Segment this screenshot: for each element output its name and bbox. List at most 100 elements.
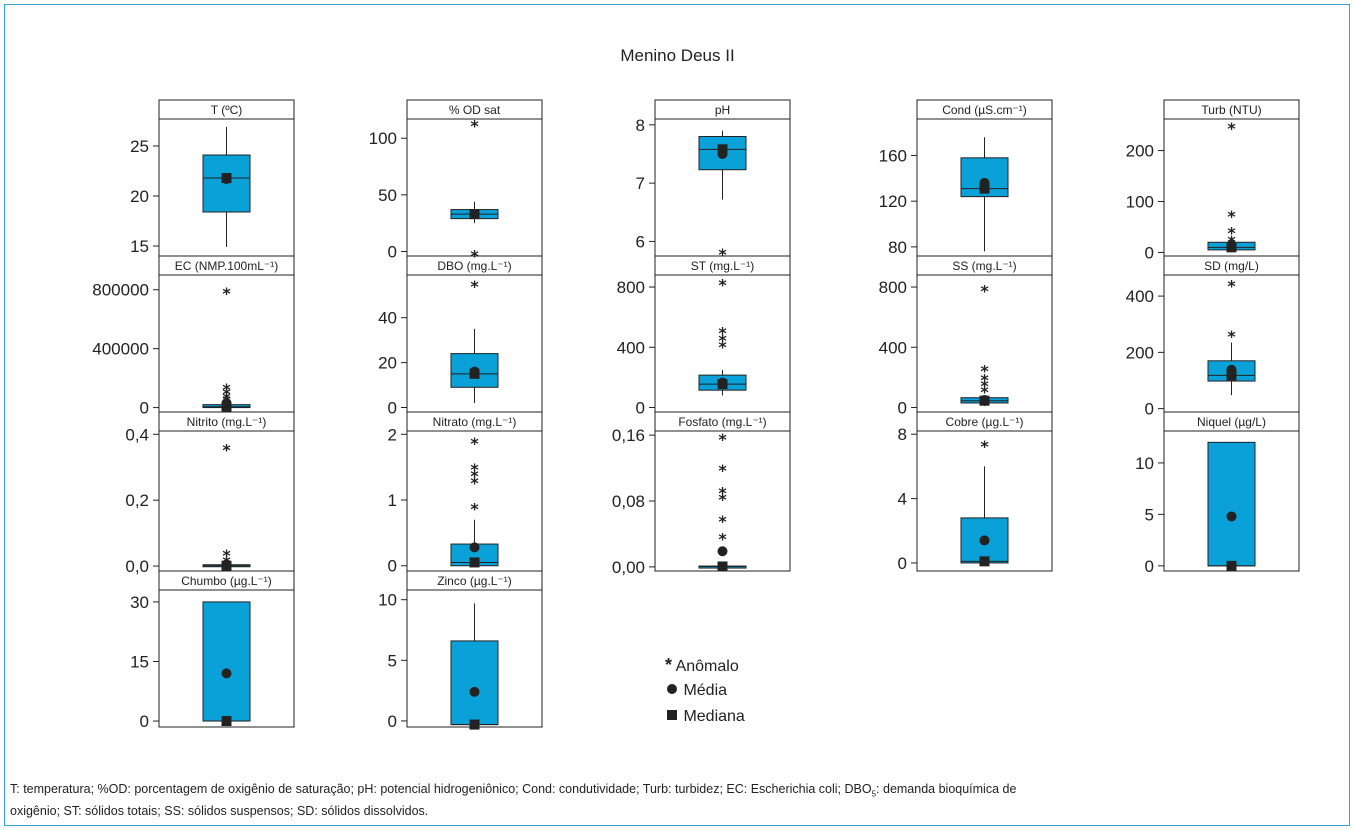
panel-2-tick-label: 8 <box>636 116 645 135</box>
panel-14-box <box>1207 441 1256 567</box>
panel-7-outlier: * <box>718 337 727 356</box>
panel-10-mean-marker <box>221 559 232 570</box>
asterisk-icon: * <box>665 655 673 675</box>
panel-8-mean-marker <box>979 394 990 405</box>
panel-11-median-marker <box>469 557 480 568</box>
panel-8-outlier: * <box>980 376 989 395</box>
panel-8-outlier: * <box>980 382 989 401</box>
panel-2-mean-marker <box>717 148 728 159</box>
panel-12-outlier: * <box>718 512 727 531</box>
panel-12-label: Fosfato (mg.L⁻¹) <box>678 415 766 429</box>
panel-11-outlier: * <box>470 473 479 492</box>
panel-14-tick-label: 10 <box>1135 454 1154 473</box>
panel-9-label: SD (mg/L) <box>1204 259 1259 273</box>
panel-5-outlier: * <box>222 384 231 403</box>
panel-14-tick-label: 0 <box>1145 557 1154 576</box>
panel-0-tick-label: 25 <box>130 137 149 156</box>
legend-item-media: Média <box>665 682 727 700</box>
panel-8-outlier: * <box>980 370 989 389</box>
panel-5-tick-label: 0 <box>140 399 149 418</box>
legend-label-anomalo: Anômalo <box>675 658 739 675</box>
panel-14-label: Niquel (µg/L) <box>1197 415 1266 429</box>
panel-11-tick-label: 0 <box>388 557 397 576</box>
square-icon <box>667 710 677 721</box>
panel-12-mean-marker <box>717 546 728 557</box>
panel-4-outlier: * <box>1227 207 1236 226</box>
panel-9-tick-label: 400 <box>1126 287 1154 306</box>
panel-4-outlier: * <box>1227 232 1236 251</box>
panel-12-tick-label: 0,00 <box>612 558 645 577</box>
panel-15-frame <box>158 570 295 728</box>
panel-11-tick-label: 2 <box>388 425 397 444</box>
panel-5-outlier: * <box>222 284 231 303</box>
panel-1-mean-marker <box>469 209 480 220</box>
panel-0-label: T (ºC) <box>211 103 243 117</box>
panel-2-tick-label: 6 <box>636 232 645 251</box>
caption-line1-a: T: temperatura; %OD: porcentagem de oxig… <box>10 782 872 796</box>
panel-2-tick-label: 7 <box>636 174 645 193</box>
panel-13-frame <box>916 411 1053 572</box>
panel-1-label: % OD sat <box>449 103 501 117</box>
panel-6-outlier: * <box>470 277 479 296</box>
panel-13-tick-label: 0 <box>898 554 907 573</box>
caption: T: temperatura; %OD: porcentagem de oxig… <box>10 781 1345 820</box>
panel-15-tick-label: 30 <box>130 593 149 612</box>
panel-8-outlier: * <box>980 282 989 301</box>
panel-11-outlier: * <box>470 460 479 479</box>
panel-3-tick-label: 160 <box>879 147 907 166</box>
panel-2-label: pH <box>715 103 730 117</box>
panel-10-outlier: * <box>222 440 231 459</box>
panel-16-label: Zinco (µg.L⁻¹) <box>437 574 512 588</box>
panel-5-mean-marker <box>221 398 232 409</box>
panel-1-outlier: * <box>470 117 479 136</box>
panel-7-mean-marker <box>717 377 728 388</box>
panel-8-tick-label: 800 <box>879 278 907 297</box>
panel-2-outlier: * <box>718 245 727 264</box>
panel-10-label: Nitrito (mg.L⁻¹) <box>187 415 267 429</box>
panel-5-outlier: * <box>222 392 231 411</box>
panel-16-tick-label: 10 <box>378 591 397 610</box>
panel-8-label: SS (mg.L⁻¹) <box>952 259 1016 273</box>
panel-4-outlier: * <box>1227 224 1236 243</box>
panel-7-outlier: * <box>718 324 727 343</box>
panel-5-tick-label: 800000 <box>92 281 149 300</box>
panel-9-median-marker <box>1226 370 1237 381</box>
panel-12-outlier: * <box>718 430 727 449</box>
panel-12-outlier: * <box>718 529 727 548</box>
panel-1-tick-label: 100 <box>369 129 397 148</box>
circle-icon <box>667 684 677 695</box>
panel-9-tick-label: 200 <box>1126 343 1154 362</box>
panel-16-tick-label: 0 <box>388 712 397 731</box>
panel-0-mean-marker <box>221 174 232 184</box>
panel-11-label: Nitrato (mg.L⁻¹) <box>433 415 517 429</box>
panel-9-outlier: * <box>1227 327 1236 346</box>
panel-11-tick-label: 1 <box>388 491 397 510</box>
panel-3-tick-label: 120 <box>879 192 907 211</box>
panel-4-tick-label: 0 <box>1145 243 1154 262</box>
panel-12-outlier: * <box>718 490 727 509</box>
panel-16-box <box>450 640 499 726</box>
panel-13-tick-label: 4 <box>898 490 907 509</box>
panel-13-tick-label: 8 <box>898 425 907 444</box>
panel-7-outlier: * <box>718 331 727 350</box>
panel-4-label: Turb (NTU) <box>1201 103 1261 117</box>
panel-12-outlier: * <box>718 461 727 480</box>
panel-10-tick-label: 0,4 <box>125 425 149 444</box>
panel-6-tick-label: 0 <box>388 399 397 418</box>
panel-16-median-marker <box>469 719 480 730</box>
panel-5-outlier: * <box>222 380 231 399</box>
panel-14-tick-label: 5 <box>1145 505 1154 524</box>
panel-12-tick-label: 0,08 <box>612 492 645 511</box>
panel-4-mean-marker <box>1226 240 1237 251</box>
panel-6-tick-label: 20 <box>378 354 397 373</box>
panel-3-label: Cond (µS.cm⁻¹) <box>942 103 1027 117</box>
panel-8-tick-label: 400 <box>879 338 907 357</box>
panel-1-tick-label: 50 <box>378 186 397 205</box>
panel-13-mean-marker <box>979 535 990 546</box>
panel-16-mean-marker <box>469 686 480 697</box>
panel-4-outlier: * <box>1227 119 1236 138</box>
panel-12-tick-label: 0,16 <box>612 426 645 445</box>
panel-7-tick-label: 400 <box>617 338 645 357</box>
panel-6-tick-label: 40 <box>378 309 397 328</box>
